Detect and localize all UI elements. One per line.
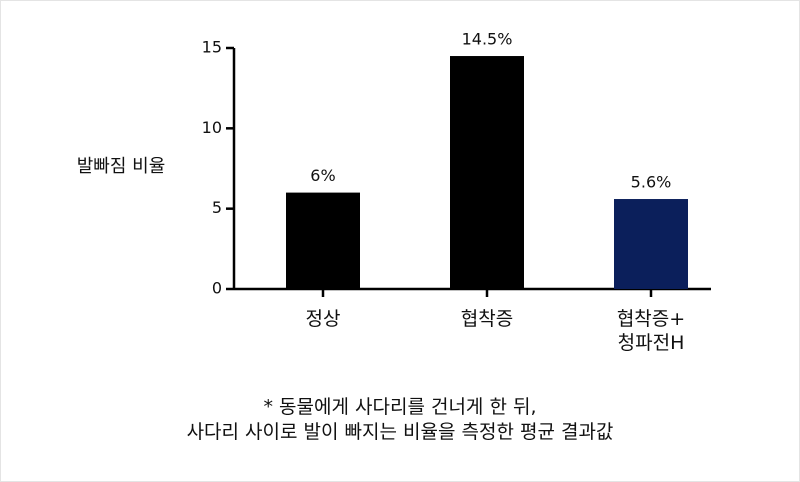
value-label: 6% bbox=[310, 166, 335, 185]
x-tick-label: 협착증 bbox=[460, 308, 514, 330]
value-label: 5.6% bbox=[631, 173, 672, 192]
y-axis-label: 발빠짐 비율 bbox=[76, 156, 166, 177]
y-tick-label: 10 bbox=[202, 118, 222, 137]
value-label: 14.5% bbox=[462, 30, 513, 49]
y-tick-label: 5 bbox=[212, 198, 222, 217]
x-tick-label: 정상 bbox=[305, 308, 341, 330]
bar bbox=[450, 56, 524, 290]
y-tick-label: 0 bbox=[212, 279, 222, 298]
bar bbox=[614, 199, 688, 289]
footnote: * 동물에게 사다리를 건너게 한 뒤, 사다리 사이로 발이 빠지는 비율을 … bbox=[186, 396, 614, 443]
x-tick-label: 협착증+ 청파전H bbox=[616, 308, 686, 354]
y-tick-label: 15 bbox=[202, 38, 222, 57]
bar bbox=[286, 192, 360, 289]
